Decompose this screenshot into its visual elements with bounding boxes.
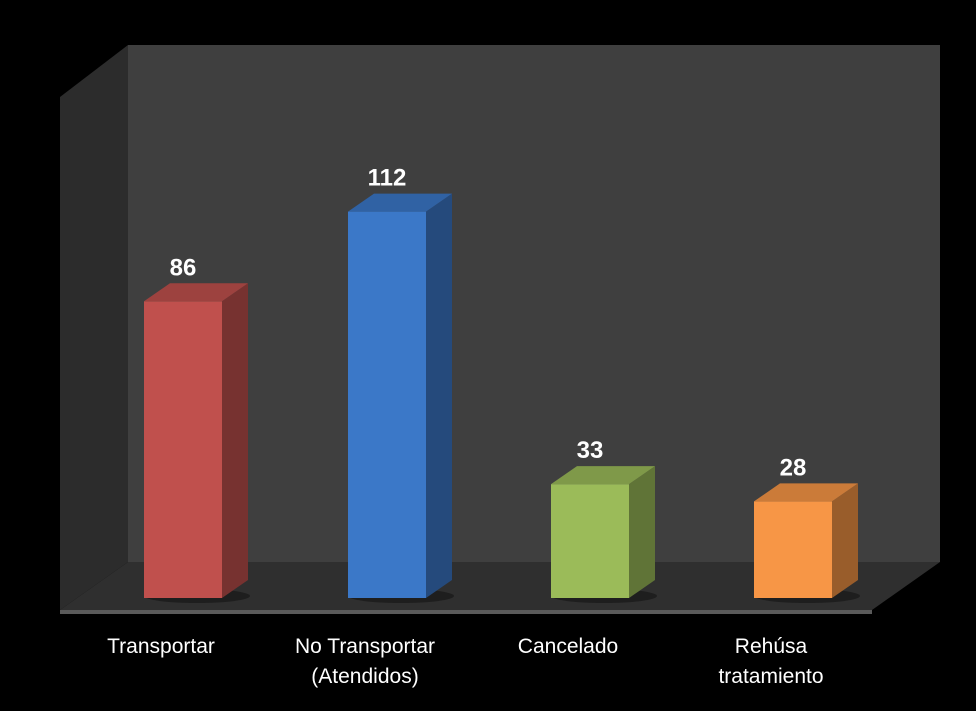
bar	[754, 483, 860, 603]
bar-value-label: 112	[368, 165, 407, 192]
bar	[144, 283, 250, 603]
back-wall	[128, 45, 940, 562]
bar-front	[144, 301, 222, 598]
chart-walls	[60, 45, 940, 614]
floor-front-edge	[60, 610, 872, 614]
bar-side	[222, 283, 248, 598]
bar-top	[754, 483, 858, 502]
bar	[551, 466, 657, 603]
bar-side	[629, 466, 655, 598]
bar-front	[348, 211, 426, 598]
bar-value-label: 86	[170, 254, 197, 281]
bar-top	[551, 466, 655, 485]
bar	[348, 193, 454, 603]
floor	[60, 562, 940, 610]
category-label: No Transportar	[295, 635, 435, 658]
bar-value-label: 28	[780, 454, 807, 481]
bar-front	[754, 501, 832, 598]
bar-top	[144, 283, 248, 302]
value-labels-group: 86 112 33 28	[170, 165, 807, 482]
bar-value-label: 33	[577, 437, 604, 464]
category-label: (Atendidos)	[311, 665, 418, 688]
bars-group	[144, 193, 860, 603]
category-label: Rehúsa	[735, 635, 808, 658]
category-labels-group: Transportar No Transportar (Atendidos) Canc…	[107, 635, 823, 688]
bar-top	[348, 193, 452, 212]
category-label: tratamiento	[718, 665, 823, 688]
bar-side	[832, 483, 858, 598]
side-wall	[60, 45, 128, 610]
bar-side	[426, 193, 452, 598]
category-label: Transportar	[107, 635, 215, 658]
category-label: Cancelado	[518, 635, 618, 658]
bar-front	[551, 484, 629, 598]
